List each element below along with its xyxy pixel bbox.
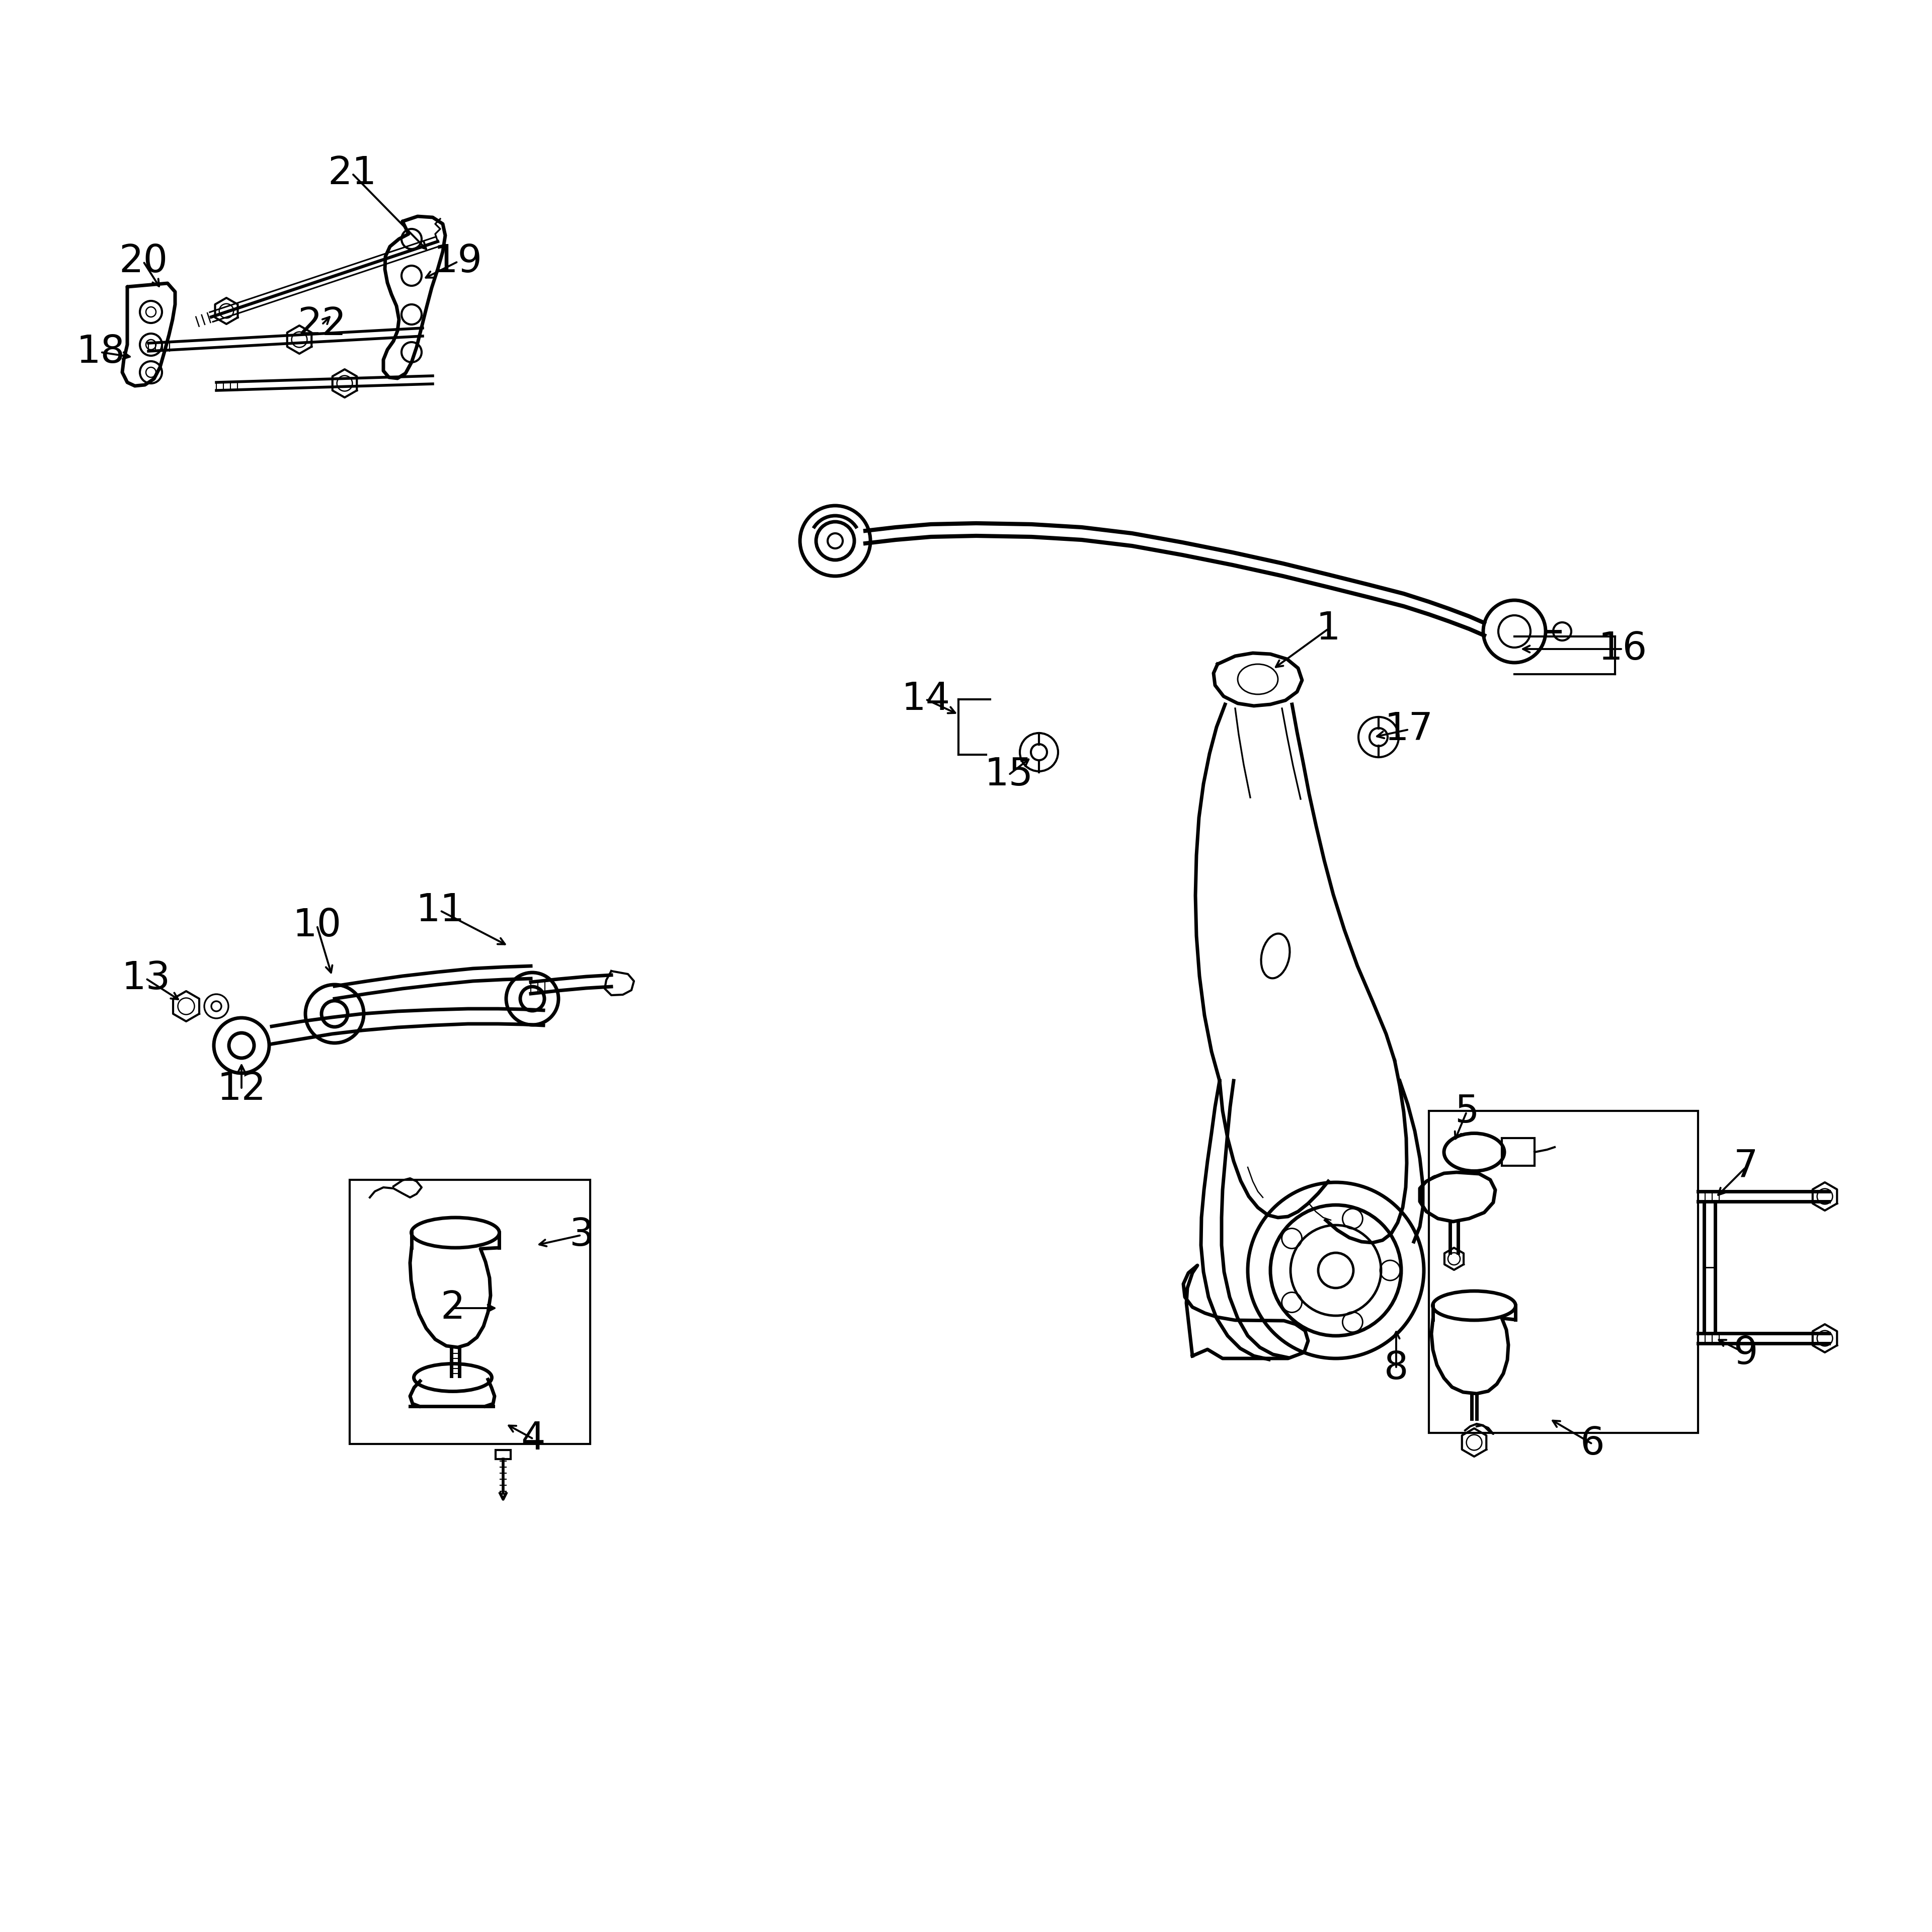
Text: 15: 15: [983, 755, 1034, 794]
Bar: [1501, 1138, 1534, 1165]
Text: 5: 5: [1455, 1094, 1478, 1130]
Text: 4: 4: [522, 1420, 545, 1457]
Bar: [1430, 1111, 1698, 1434]
Text: 13: 13: [122, 960, 170, 997]
Text: 12: 12: [216, 1070, 267, 1107]
Text: 10: 10: [292, 908, 342, 945]
Text: 19: 19: [433, 243, 483, 280]
Text: 20: 20: [120, 243, 168, 280]
Bar: [350, 1180, 589, 1443]
Text: 16: 16: [1598, 630, 1648, 668]
Text: 8: 8: [1383, 1350, 1408, 1387]
Text: 7: 7: [1733, 1150, 1758, 1186]
Text: 1: 1: [1316, 611, 1341, 647]
Text: 17: 17: [1385, 711, 1434, 748]
Text: 9: 9: [1733, 1335, 1758, 1372]
Text: 22: 22: [298, 305, 346, 344]
Text: 11: 11: [415, 893, 466, 929]
Text: 2: 2: [440, 1289, 466, 1327]
Text: 18: 18: [75, 334, 126, 371]
Text: 21: 21: [328, 155, 377, 191]
Text: 14: 14: [902, 680, 951, 719]
Text: 3: 3: [568, 1217, 593, 1254]
Text: 6: 6: [1580, 1426, 1605, 1463]
